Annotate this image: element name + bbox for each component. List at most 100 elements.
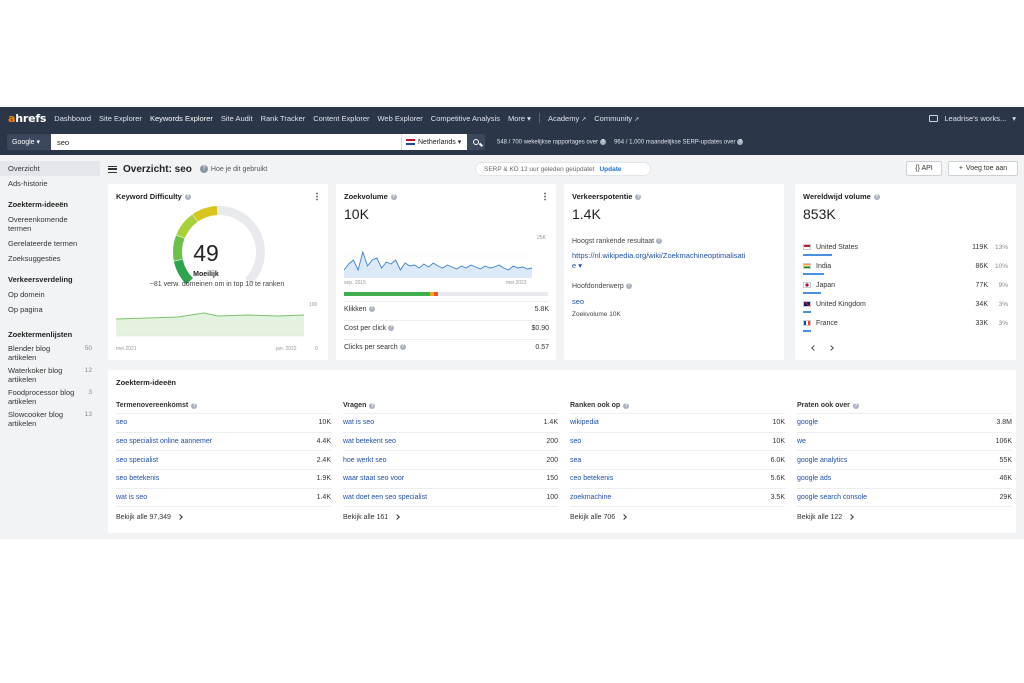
keyword-link[interactable]: sea (570, 456, 582, 464)
intent-bar (344, 292, 548, 296)
keyword-link[interactable]: we (797, 438, 806, 446)
keyword-link[interactable]: seo specialist (116, 456, 159, 464)
keyword-link[interactable]: wikipedia (570, 419, 599, 427)
help-icon[interactable]: ? (369, 402, 376, 409)
keyword-link[interactable]: seo (570, 438, 582, 446)
help-icon[interactable]: ? (600, 138, 607, 145)
help-icon[interactable]: ? (399, 344, 406, 351)
see-all-link[interactable]: Bekijk alle 97,349 (116, 507, 331, 527)
card-title-text: Verkeerspotentie (572, 192, 633, 201)
more-options-icon[interactable] (316, 192, 318, 201)
see-all-link[interactable]: Bekijk alle 706 (570, 507, 785, 527)
nav-community[interactable]: Community ↗ (594, 114, 639, 123)
search-button[interactable] (467, 134, 485, 150)
keyword-list-item[interactable]: Slowcooker blog artikelen 13 (0, 408, 100, 430)
see-all-link[interactable]: Bekijk alle 161 (343, 507, 558, 527)
keyword-link[interactable]: seo specialist online aannemer (116, 438, 213, 446)
help-icon[interactable]: ? (623, 402, 630, 409)
how-to-use-link[interactable]: Hoe je dit gebruikt (210, 165, 268, 173)
top-result-url[interactable]: https://nl.wikipedia.org/wiki/Zoekmachin… (572, 251, 746, 260)
keyword-link[interactable]: wat is seo (116, 494, 148, 502)
keyword-list-item[interactable]: Foodprocessor blog artikelen 3 (0, 386, 100, 408)
nav-web-explorer[interactable]: Web Explorer (377, 113, 423, 123)
help-icon[interactable]: ? (635, 194, 642, 201)
nav-content-explorer[interactable]: Content Explorer (313, 113, 370, 123)
help-icon[interactable]: ? (737, 138, 744, 145)
help-icon[interactable]: ? (191, 402, 198, 409)
keyword-link[interactable]: wat betekent seo (343, 438, 396, 446)
keyword-link[interactable]: google analytics (797, 456, 848, 464)
api-button[interactable]: {} API (906, 161, 942, 176)
help-icon[interactable]: ? (852, 402, 859, 409)
country-select[interactable]: Netherlands ▾ (401, 134, 467, 150)
keyword-link[interactable]: wat is seo (343, 419, 375, 427)
add-to-button[interactable]: + Voeg toe aan (948, 161, 1018, 176)
account-menu[interactable]: Leadrise's works... ▾ (929, 107, 1016, 129)
global-volume-card: Wereldwijd volume? 853K United States 119… (795, 184, 1016, 360)
parent-topic-link[interactable]: seo (572, 297, 585, 306)
keyword-link[interactable]: seo betekenis (116, 475, 160, 483)
help-icon[interactable]: ? (625, 283, 632, 290)
sidebar-item-zoeksuggesties[interactable]: Zoeksuggesties (8, 254, 61, 263)
keyword-link[interactable]: google (797, 419, 819, 427)
monitor-icon[interactable] (929, 114, 939, 122)
keyword-volume: 6.0K (770, 456, 785, 464)
sidebar-item-overzicht[interactable]: Overzicht (0, 161, 100, 176)
top-result-label: Hoogst rankende resultaat? (572, 238, 663, 245)
country-volume: 34K (975, 300, 988, 308)
more-options-icon[interactable] (544, 192, 546, 201)
table-row: wat is seo 1.4K (116, 489, 331, 508)
parent-topic-volume: Zoekvolume 10K (572, 311, 621, 318)
country-share: 3% (998, 319, 1008, 327)
sidebar-item-overeenkomende-termen[interactable]: Overeenkomende termen (8, 215, 68, 233)
keyword-link[interactable]: seo (116, 419, 128, 427)
help-icon[interactable]: ? (390, 194, 397, 201)
nav-site-explorer[interactable]: Site Explorer (99, 113, 142, 123)
keyword-link[interactable]: waar staat seo voor (343, 475, 405, 483)
sidebar-item-op-pagina[interactable]: Op pagina (8, 305, 43, 314)
chevron-left-icon[interactable] (811, 345, 817, 351)
sidebar-item-ads-historie[interactable]: Ads-historie (8, 179, 48, 188)
nav-dashboard[interactable]: Dashboard (54, 113, 91, 123)
nav-competitive-analysis[interactable]: Competitive Analysis (430, 113, 500, 123)
search-engine-select[interactable]: Google ▾ (7, 134, 51, 150)
keyword-link[interactable]: hoe werkt seo (343, 456, 387, 464)
update-button[interactable]: Update (599, 165, 622, 173)
top-result-url-dropdown[interactable]: e ▾ (572, 261, 583, 270)
nav-more[interactable]: More ▾ (508, 114, 531, 123)
help-icon[interactable]: ? (873, 194, 880, 201)
keyword-link[interactable]: google search console (797, 494, 868, 502)
keyword-volume: 150 (546, 475, 558, 483)
help-icon[interactable]: ? (368, 306, 375, 313)
help-icon[interactable]: ? (388, 325, 395, 332)
nav-rank-tracker[interactable]: Rank Tracker (260, 113, 306, 123)
sidebar-item-gerelateerde-termen[interactable]: Gerelateerde termen (8, 239, 78, 248)
keyword-volume: 46K (999, 475, 1012, 483)
sidebar-item-op-domein[interactable]: Op domein (8, 290, 45, 299)
chevron-right-icon[interactable] (828, 345, 834, 351)
keyword-list-item[interactable]: Waterkoker blog artikelen 12 (0, 364, 100, 386)
us-flag-icon (803, 244, 811, 250)
see-all-link[interactable]: Bekijk alle 122 (797, 507, 1012, 527)
help-icon[interactable]: ? (199, 165, 208, 173)
keyword-volume: 2.4K (316, 456, 331, 464)
country-name: Japan (816, 281, 836, 289)
help-icon[interactable]: ? (656, 238, 663, 245)
nav-keywords-explorer[interactable]: Keywords Explorer (149, 113, 213, 123)
nav-academy[interactable]: Academy ↗ (548, 114, 586, 123)
keyword-search-input[interactable]: seo (51, 134, 401, 150)
nav-site-audit[interactable]: Site Audit (220, 113, 253, 123)
help-icon[interactable]: ? (184, 194, 191, 201)
external-link-icon: ↗ (634, 116, 640, 123)
keyword-volume: 200 (546, 456, 558, 464)
keyword-link[interactable]: google ads (797, 475, 832, 483)
ahrefs-logo[interactable]: ahrefs (8, 111, 47, 125)
keyword-link[interactable]: zoekmachine (570, 494, 612, 502)
country-volume: 33K (975, 319, 988, 327)
axis-label: mei 2021 (116, 346, 137, 352)
keyword-link[interactable]: ceo betekenis (570, 475, 614, 483)
country-share-bar (803, 254, 832, 256)
keyword-list-item[interactable]: Blender blog artikelen 50 (0, 342, 100, 364)
menu-icon[interactable] (108, 165, 117, 173)
keyword-link[interactable]: wat doet een seo specialist (343, 494, 428, 502)
